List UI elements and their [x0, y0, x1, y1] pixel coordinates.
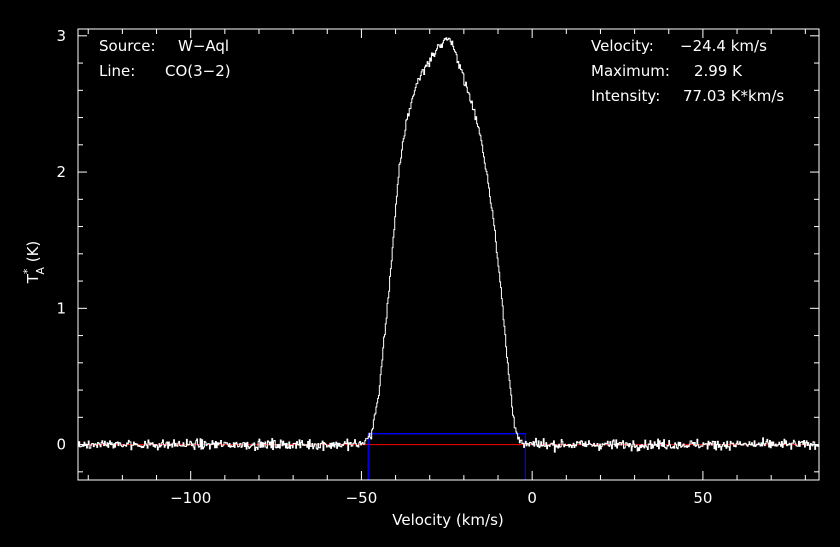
line-key: Line:	[99, 62, 135, 80]
velocity-value: −24.4 km/s	[680, 37, 767, 55]
plot-frame	[77, 28, 820, 481]
ticks-layer: −100 −50 0 50 0 1 2 3	[56, 27, 819, 507]
y-axis-label-sub: A	[34, 267, 47, 275]
y-axis-label-unit: (K)	[24, 241, 42, 267]
velocity-key: Velocity:	[591, 37, 654, 55]
x-tick-label: −50	[346, 489, 378, 507]
y-axis-label-main: T	[24, 273, 42, 284]
source-value: W−Aql	[178, 37, 229, 55]
intensity-value: 77.03 K*km/s	[683, 87, 784, 105]
y-axis-label: T*A (K)	[21, 241, 47, 285]
spectrum-series-0	[78, 37, 819, 453]
source-key: Source:	[99, 37, 156, 55]
y-tick-label: 3	[56, 27, 66, 45]
x-tick-label: 50	[693, 489, 712, 507]
maximum-value: 2.99 K	[694, 62, 743, 80]
x-tick-label: −100	[170, 489, 211, 507]
y-axis-label-sup: *	[21, 268, 34, 274]
line-value: CO(3−2)	[165, 62, 231, 80]
data-layer	[78, 37, 819, 480]
y-tick-label: 1	[56, 299, 66, 317]
maximum-key: Maximum:	[591, 62, 670, 80]
x-tick-label: 0	[527, 489, 537, 507]
info-right: Velocity: −24.4 km/s Maximum: 2.99 K Int…	[591, 37, 784, 105]
y-tick-label: 0	[56, 436, 66, 454]
x-axis-label: Velocity (km/s)	[392, 511, 503, 529]
intensity-key: Intensity:	[591, 87, 660, 105]
integration-window	[367, 433, 526, 480]
info-left: Source: W−Aql Line: CO(3−2)	[99, 37, 231, 80]
y-tick-label: 2	[56, 163, 66, 181]
